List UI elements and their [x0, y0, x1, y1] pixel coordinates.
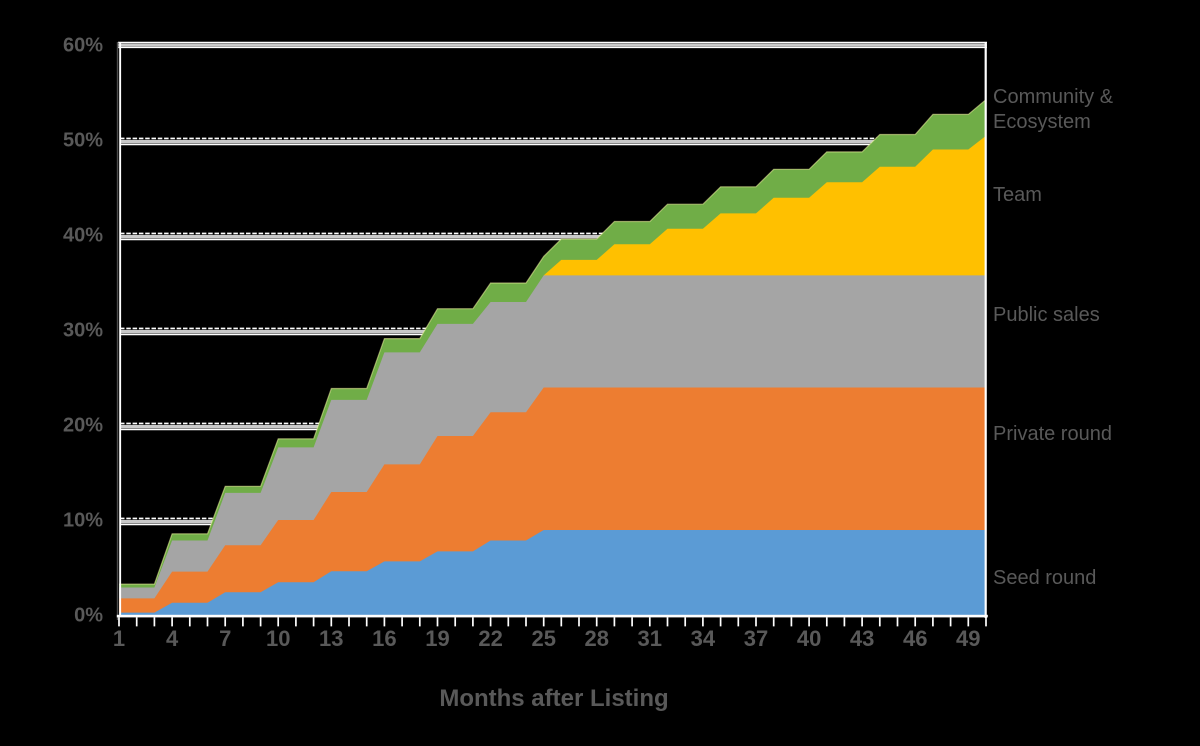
svg-text:10%: 10%: [63, 510, 103, 532]
svg-text:25: 25: [531, 626, 555, 651]
svg-text:34: 34: [691, 626, 716, 651]
svg-text:Ecosystem: Ecosystem: [993, 111, 1091, 133]
svg-text:40: 40: [797, 626, 821, 651]
svg-text:Months after Listing: Months after Listing: [439, 685, 668, 712]
svg-text:13: 13: [319, 626, 343, 651]
svg-text:30%: 30%: [63, 320, 103, 342]
svg-text:43: 43: [850, 626, 874, 651]
svg-text:Private round: Private round: [993, 423, 1112, 445]
svg-text:37: 37: [744, 626, 768, 651]
svg-text:10: 10: [266, 626, 290, 651]
svg-text:20%: 20%: [63, 415, 103, 437]
svg-text:0%: 0%: [74, 605, 103, 627]
svg-text:Community &: Community &: [993, 86, 1114, 108]
svg-text:Team: Team: [993, 184, 1042, 206]
svg-text:31: 31: [638, 626, 662, 651]
svg-text:46: 46: [903, 626, 927, 651]
svg-text:22: 22: [478, 626, 502, 651]
svg-text:60%: 60%: [63, 35, 103, 57]
svg-text:50%: 50%: [63, 130, 103, 152]
svg-text:19: 19: [425, 626, 449, 651]
svg-text:Seed round: Seed round: [993, 567, 1096, 589]
svg-text:Public sales: Public sales: [993, 304, 1100, 326]
svg-text:4: 4: [166, 626, 179, 651]
svg-text:40%: 40%: [63, 225, 103, 247]
svg-text:16: 16: [372, 626, 396, 651]
svg-text:49: 49: [956, 626, 980, 651]
svg-text:7: 7: [219, 626, 231, 651]
svg-text:28: 28: [584, 626, 608, 651]
svg-text:1: 1: [113, 626, 125, 651]
